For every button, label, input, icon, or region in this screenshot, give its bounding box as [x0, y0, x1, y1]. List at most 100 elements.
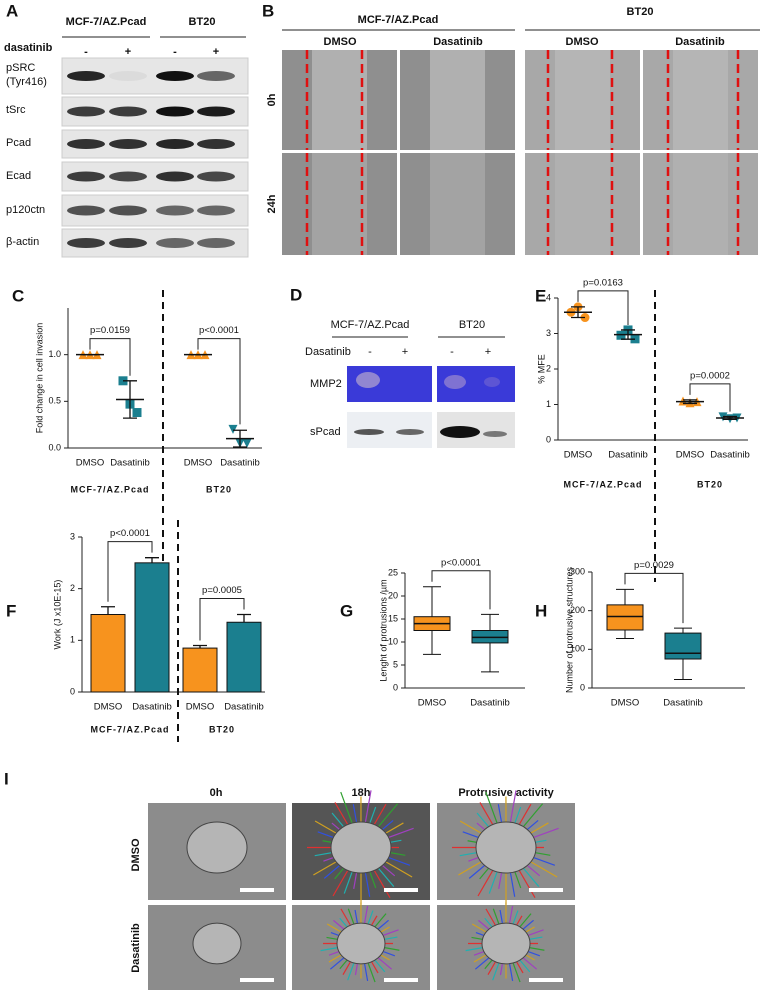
group-label: MCF-7/AZ.Pcad	[70, 484, 149, 494]
band	[197, 139, 235, 149]
row-label: pSRC	[6, 62, 35, 74]
error-bar	[571, 306, 585, 319]
y-tick-label: 0.0	[48, 442, 61, 452]
whisker	[481, 613, 499, 631]
p-value: p=0.0163	[583, 277, 623, 288]
band	[156, 139, 194, 149]
group-label: MCF-7/AZ.Pcad	[66, 16, 147, 28]
scale-bar	[240, 888, 274, 892]
y-axis-label: Work (J x10E-15)	[52, 580, 62, 650]
band	[109, 171, 147, 182]
p-value: p=0.0002	[690, 370, 730, 381]
y-tick-label: 1	[70, 635, 75, 645]
band	[109, 238, 147, 248]
wound-gap	[555, 153, 610, 255]
band	[67, 71, 105, 81]
group-label: MCF-7/AZ.Pcad	[358, 14, 439, 26]
y-tick-label: 1.0	[48, 349, 61, 359]
row-label: p120ctn	[6, 204, 45, 216]
x-tick-label: DMSO	[94, 702, 123, 713]
cell	[475, 821, 537, 874]
panel-a: A MCF-7/AZ.Pcad BT20 dasatinib - + - + p…	[4, 1, 249, 258]
condition: DMSO	[566, 36, 599, 48]
row-label: MMP2	[310, 378, 342, 390]
time-label: 0h	[266, 93, 278, 106]
band	[156, 171, 194, 182]
panel-letter: E	[535, 286, 546, 305]
y-tick-label: 0	[546, 434, 551, 444]
scale-bar	[384, 888, 418, 892]
condition: -	[450, 346, 454, 358]
panel-d: D MCF-7/AZ.Pcad BT20 Dasatinib - + - + M…	[290, 285, 515, 448]
band	[484, 377, 500, 387]
scale-bar	[240, 978, 274, 982]
y-axis-label: Fold change in cell invasion	[34, 323, 44, 434]
cell	[186, 821, 248, 874]
x-tick-label: DMSO	[676, 450, 705, 461]
error-bar	[123, 380, 137, 419]
y-tick-label: 3	[70, 531, 75, 541]
bracket	[107, 541, 153, 602]
band	[197, 238, 235, 248]
group-label: MCF-7/AZ.Pcad	[563, 479, 642, 489]
cell	[481, 922, 531, 965]
y-tick-label: 4	[546, 292, 551, 302]
condition: +	[125, 46, 131, 58]
wound-gap	[673, 153, 728, 255]
panel-letter: H	[535, 601, 547, 620]
whisker	[674, 627, 692, 634]
band	[109, 139, 147, 149]
condition: -	[173, 46, 177, 58]
band	[109, 205, 147, 216]
band	[396, 429, 424, 435]
row-label: Pcad	[6, 137, 31, 149]
p-value: p=0.0029	[634, 560, 674, 571]
x-tick-label: DMSO	[611, 698, 640, 709]
group-label: MCF-7/AZ.Pcad	[90, 724, 169, 734]
x-tick-label: Dasatinib	[470, 698, 510, 709]
x-tick-label: Dasatinib	[220, 458, 260, 469]
band	[197, 71, 235, 81]
band	[197, 171, 235, 182]
time-label: 24h	[266, 194, 278, 213]
wound-gap	[312, 153, 367, 255]
panel-letter: B	[262, 1, 274, 20]
wound-gap	[312, 50, 367, 150]
p-value: p=0.0005	[202, 585, 242, 596]
whisker	[481, 642, 499, 673]
band	[444, 375, 466, 389]
p-value: p<0.0001	[441, 557, 481, 568]
y-axis-label: Number of protrusive structures	[564, 566, 574, 693]
y-tick-label: 5	[393, 659, 398, 669]
band	[67, 238, 105, 248]
x-tick-label: DMSO	[564, 450, 593, 461]
p-value: p<0.0001	[199, 325, 239, 336]
scale-bar	[384, 978, 418, 982]
y-tick-label: 100	[570, 644, 585, 654]
error-bar	[101, 606, 115, 615]
point	[228, 424, 238, 434]
band	[354, 429, 384, 435]
panel-i: I 0h 18h Protrusive activity DMSO Dasati…	[4, 769, 575, 990]
condition: +	[213, 46, 219, 58]
x-tick-label: Dasatinib	[663, 698, 703, 709]
cell-images	[148, 790, 575, 990]
x-tick-label: Dasatinib	[608, 450, 648, 461]
band	[156, 238, 194, 248]
column-label: Protrusive activity	[458, 787, 554, 799]
panel-letter: F	[6, 601, 16, 620]
panel-letter: G	[340, 601, 353, 620]
scale-bar	[529, 888, 563, 892]
condition: -	[84, 46, 88, 58]
cell	[192, 922, 242, 965]
column-label: 0h	[210, 787, 223, 799]
y-tick-label: 200	[570, 605, 585, 615]
y-tick-label: 25	[388, 567, 398, 577]
band	[197, 205, 235, 216]
bracket	[577, 290, 629, 325]
y-axis-label: % MFE	[536, 354, 546, 384]
x-tick-label: DMSO	[184, 458, 213, 469]
row-label: (Tyr416)	[6, 76, 47, 88]
panel-letter: D	[290, 285, 302, 304]
